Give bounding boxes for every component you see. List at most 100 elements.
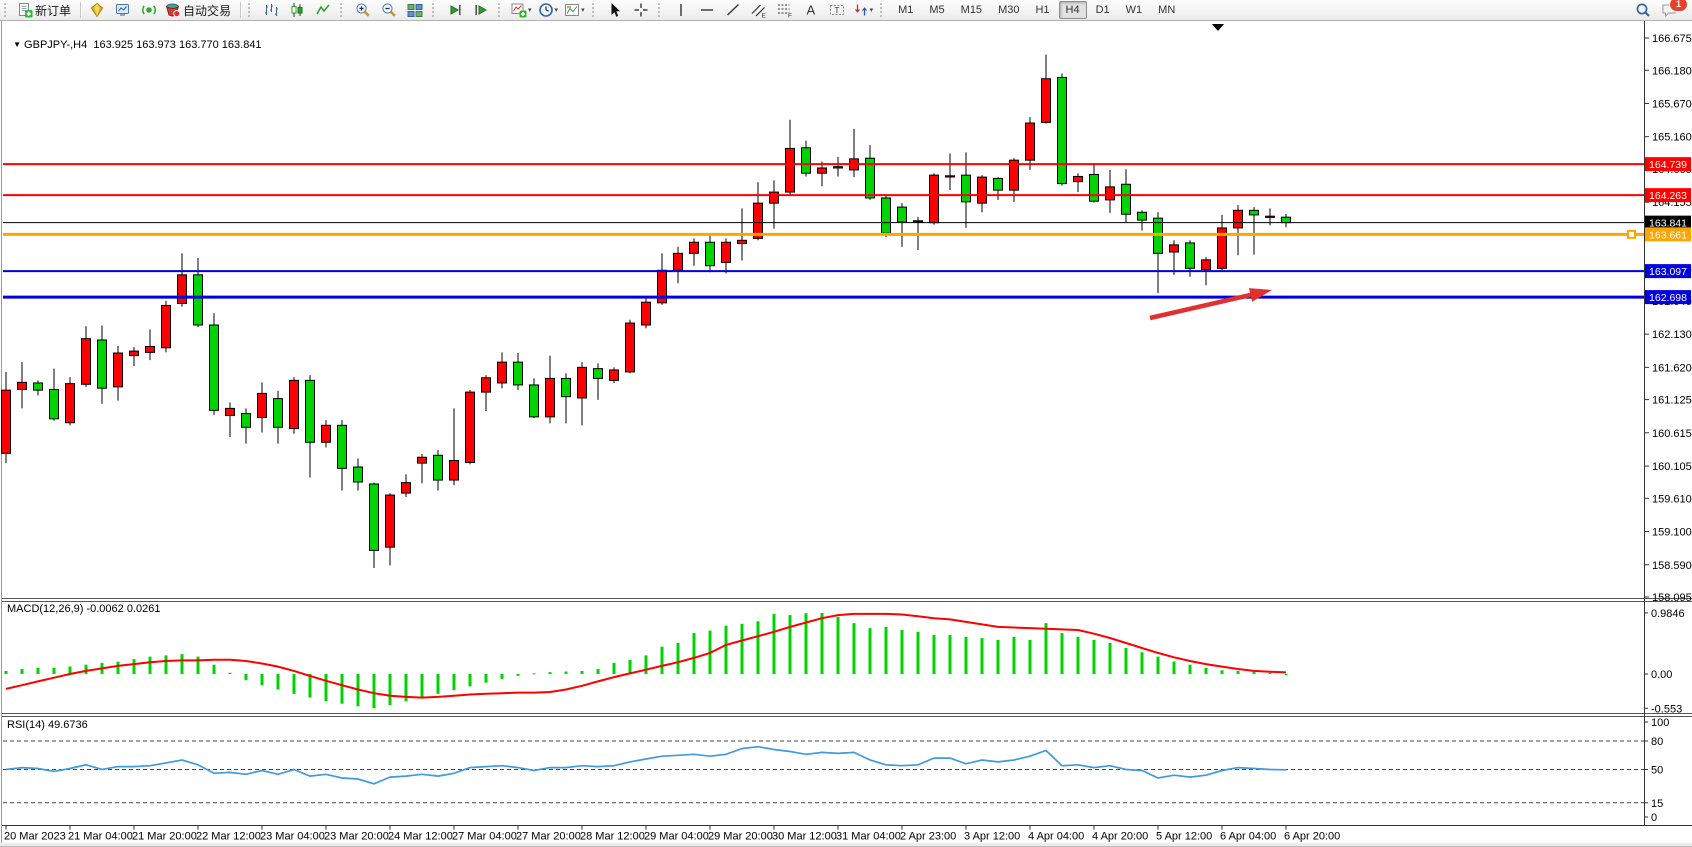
svg-text:159.100: 159.100: [1652, 527, 1692, 539]
indicators-button[interactable]: ▾: [508, 0, 535, 21]
svg-text:29 Mar 20:00: 29 Mar 20:00: [708, 831, 773, 843]
templates-button[interactable]: ▾: [561, 0, 588, 21]
signal-icon: [142, 5, 156, 15]
periods-button[interactable]: ▾: [535, 0, 562, 21]
svg-text:163.661: 163.661: [1649, 229, 1687, 241]
chart-candles-button[interactable]: [284, 0, 310, 21]
symbol-collapse-icon[interactable]: ▼: [13, 40, 22, 49]
trendline-button[interactable]: [720, 0, 746, 21]
timeframe-mn-button[interactable]: MN: [1158, 4, 1176, 16]
svg-text:162.698: 162.698: [1649, 292, 1687, 304]
text-label-button[interactable]: T: [824, 0, 850, 21]
hline-button[interactable]: [694, 0, 720, 21]
chart-shift-button[interactable]: [468, 0, 494, 21]
autotrade-icon: [166, 3, 181, 18]
svg-text:166.180: 166.180: [1652, 65, 1692, 77]
trend-arrow-annotation[interactable]: [1149, 288, 1272, 321]
zoom-out-icon: [382, 3, 396, 17]
toolbar-group-grip[interactable]: [340, 3, 347, 17]
dropdown-arrow-icon[interactable]: ▾: [554, 7, 559, 14]
dropdown-arrow-icon[interactable]: ▾: [581, 7, 585, 14]
svg-text:158.590: 158.590: [1652, 560, 1692, 572]
svg-text:3 Apr 12:00: 3 Apr 12:00: [964, 831, 1020, 843]
dropdown-arrow-icon[interactable]: ▾: [528, 7, 532, 14]
price-axis[interactable]: 166.675166.180165.670165.160164.665164.1…: [1644, 33, 1692, 604]
channel-button[interactable]: E: [746, 0, 772, 21]
vline-button[interactable]: [668, 0, 694, 21]
chart-candles-icon: [291, 3, 303, 17]
toolbar-group-grip[interactable]: [248, 3, 255, 17]
chart-line-button[interactable]: [310, 0, 336, 21]
search-button[interactable]: [1630, 0, 1656, 21]
monitor-button[interactable]: [110, 0, 136, 21]
crosshair-icon: [634, 3, 648, 17]
toolbar: 新订单 自动交易 ▾ ▾ ▾ E F A T ▾ M1 M5 M15 M30 H1 H4 D1 W1 MN 1: [0, 0, 1692, 21]
notifications-button[interactable]: 1: [1656, 0, 1688, 21]
toolbar-group-grip[interactable]: [880, 3, 887, 17]
svg-text:30 Mar 12:00: 30 Mar 12:00: [772, 831, 837, 843]
text-button[interactable]: A: [798, 0, 824, 21]
timeframe-m15-button[interactable]: M15: [960, 4, 983, 16]
toolbar-group-grip[interactable]: [498, 3, 505, 17]
svg-text:24 Mar 12:00: 24 Mar 12:00: [388, 831, 453, 843]
svg-text:165.160: 165.160: [1652, 132, 1692, 144]
price-badge-163.097: 163.097: [1645, 264, 1691, 279]
svg-text:161.620: 161.620: [1652, 362, 1692, 374]
timeframe-d1-button[interactable]: D1: [1095, 4, 1110, 16]
svg-text:0.00: 0.00: [1651, 669, 1672, 681]
fibonacci-button[interactable]: F: [772, 0, 798, 21]
timeframe-w1-button[interactable]: W1: [1125, 4, 1143, 16]
svg-text:0.9846: 0.9846: [1651, 608, 1685, 620]
new-order-label: 新订单: [35, 3, 72, 18]
timeframe-m5-button[interactable]: M5: [929, 4, 945, 16]
chart-bars-button[interactable]: [258, 0, 284, 21]
auto-scroll-button[interactable]: [442, 0, 468, 21]
toolbar-group-grip[interactable]: [432, 3, 439, 17]
zoom-out-button[interactable]: [376, 0, 402, 21]
toolbar-group-grip[interactable]: [591, 3, 599, 17]
svg-text:F: F: [788, 13, 792, 19]
svg-text:161.125: 161.125: [1652, 395, 1692, 407]
timeframe-m1-button[interactable]: M1: [898, 4, 914, 16]
timeframe-h1-button[interactable]: H1: [1035, 4, 1050, 16]
zoom-in-button[interactable]: [350, 0, 376, 21]
svg-text:28 Mar 12:00: 28 Mar 12:00: [580, 831, 645, 843]
new-order-button[interactable]: 新订单: [14, 0, 77, 21]
pane-separators[interactable]: [2, 598, 1692, 717]
svg-text:4 Apr 04:00: 4 Apr 04:00: [1028, 831, 1084, 843]
autotrade-button[interactable]: 自动交易: [162, 0, 237, 21]
cursor-button[interactable]: [602, 0, 628, 21]
svg-text:0: 0: [1651, 812, 1657, 824]
symbol-ohlc-text: GBPJPY-,H4 163.925 163.973 163.770 163.8…: [24, 39, 262, 51]
macd-indicator-label: MACD(12,26,9) -0.0062 0.0261: [7, 603, 161, 615]
crosshair-button[interactable]: [628, 0, 654, 21]
search-icon: [1636, 3, 1650, 17]
svg-text:27 Mar 04:00: 27 Mar 04:00: [452, 831, 517, 843]
gold-gem-button[interactable]: [84, 0, 110, 21]
svg-text:31 Mar 04:00: 31 Mar 04:00: [836, 831, 901, 843]
rsi-line: [5, 745, 1287, 785]
macd-signal-line: [5, 612, 1287, 699]
price-badge-163.661: 163.661: [1645, 227, 1691, 242]
text-label-icon: T: [829, 5, 844, 15]
toolbar-group-grip[interactable]: [657, 3, 665, 17]
svg-text:E: E: [761, 13, 766, 19]
svg-text:21 Mar 04:00: 21 Mar 04:00: [68, 831, 133, 843]
dropdown-arrow-icon[interactable]: ▾: [869, 7, 874, 14]
signal-button[interactable]: [136, 0, 162, 21]
notification-badge: 1: [1669, 0, 1688, 12]
scroll-position-marker-icon: [1212, 24, 1224, 31]
tile-windows-button[interactable]: [402, 0, 428, 21]
price-badge-164.263: 164.263: [1645, 188, 1691, 203]
toolbar-group-grip[interactable]: [4, 3, 11, 17]
time-axis[interactable]: 20 Mar 2023 21 Mar 04:00 21 Mar 20:00 22 Ma…: [4, 825, 1340, 843]
svg-text:50: 50: [1651, 765, 1663, 777]
horizontal-line-163.661[interactable]: [3, 229, 1644, 239]
price-badge-162.698: 162.698: [1645, 290, 1691, 305]
tile-windows-icon: [407, 4, 423, 17]
svg-text:22 Mar 12:00: 22 Mar 12:00: [196, 831, 261, 843]
timeframe-h4-button[interactable]: H4: [1058, 1, 1087, 19]
arrows-button[interactable]: ▾: [850, 0, 877, 21]
timeframe-m30-button[interactable]: M30: [998, 4, 1020, 16]
